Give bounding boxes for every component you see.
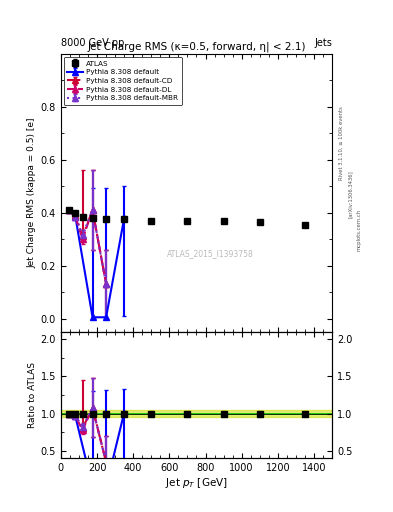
Text: Rivet 3.1.10, ≥ 100k events: Rivet 3.1.10, ≥ 100k events (339, 106, 344, 180)
Y-axis label: Ratio to ATLAS: Ratio to ATLAS (28, 362, 37, 428)
Text: 8000 GeV pp: 8000 GeV pp (61, 38, 124, 48)
Title: Jet Charge RMS (κ=0.5, forward, η| < 2.1): Jet Charge RMS (κ=0.5, forward, η| < 2.1… (87, 41, 306, 52)
Text: [arXiv:1306.3436]: [arXiv:1306.3436] (348, 170, 353, 219)
X-axis label: Jet $p_T$ [GeV]: Jet $p_T$ [GeV] (165, 476, 228, 490)
Text: Jets: Jets (314, 38, 332, 48)
Text: mcplots.cern.ch: mcplots.cern.ch (357, 209, 362, 251)
Text: ATLAS_2015_I1393758: ATLAS_2015_I1393758 (167, 249, 253, 259)
Bar (61, 410, 332, 417)
Legend: ATLAS, Pythia 8.308 default, Pythia 8.308 default-CD, Pythia 8.308 default-DL, P: ATLAS, Pythia 8.308 default, Pythia 8.30… (64, 57, 182, 105)
Y-axis label: Jet Charge RMS (kappa = 0.5) [e]: Jet Charge RMS (kappa = 0.5) [e] (28, 118, 37, 268)
